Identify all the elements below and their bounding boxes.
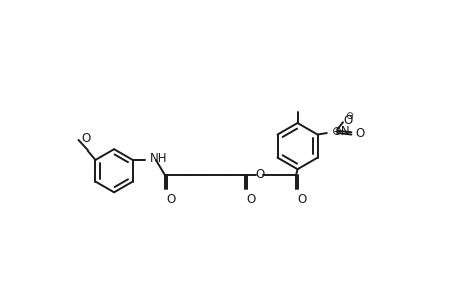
Text: O: O [166,193,175,206]
Text: NH: NH [149,152,167,165]
Text: O: O [354,127,364,140]
Text: O: O [246,193,255,206]
Text: ⊖: ⊖ [344,111,353,121]
Text: ⊕N: ⊕N [330,125,349,138]
Text: O: O [297,193,306,206]
Text: O: O [81,132,90,145]
Text: O: O [255,168,264,181]
Text: O: O [343,114,352,127]
